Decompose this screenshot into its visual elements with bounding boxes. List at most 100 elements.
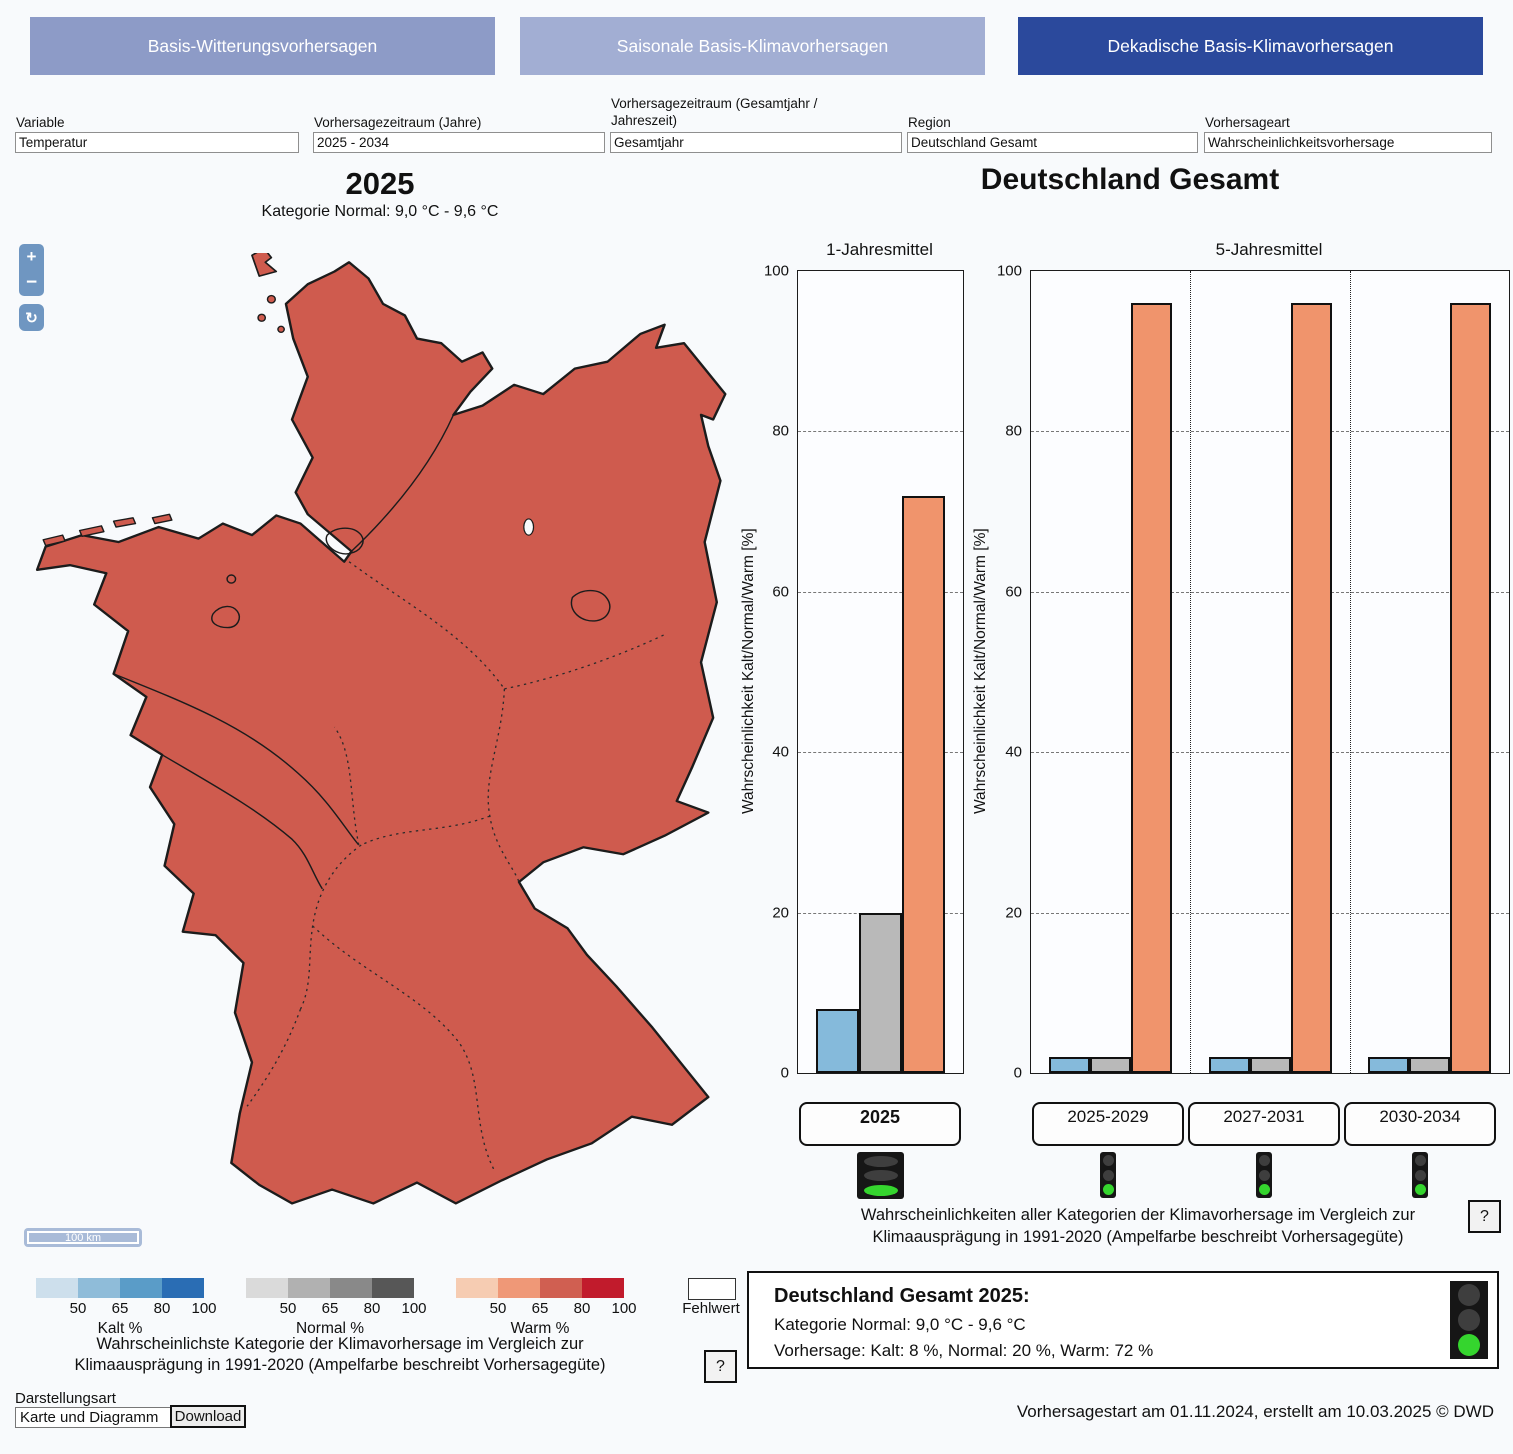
legend-caption: Wahrscheinlichste Kategorie der Klimavor…	[55, 1334, 625, 1377]
traffic-lamp-red-off	[1258, 1155, 1270, 1167]
missing-value-label: Fehlwert	[682, 1300, 740, 1317]
traffic-lamp-green-on	[1414, 1183, 1426, 1195]
gridline	[1031, 752, 1509, 754]
y-axis-label-5-jahresmittel: Wahrscheinlichkeit Kalt/Normal/Warm [%]	[972, 528, 989, 814]
map-normal-category-subtitle: Kategorie Normal: 9,0 °C - 9,6 °C	[261, 203, 499, 220]
filter-region[interactable]: Deutschland Gesamt	[907, 132, 1198, 153]
traffic-lamp-yellow-off	[863, 1170, 898, 1181]
gridline	[798, 591, 963, 593]
tab-saisonale-basis-klimavorhersagen[interactable]: Saisonale Basis-Klimavorhersagen	[520, 17, 985, 75]
bar-warm	[1131, 303, 1173, 1073]
info-box-forecast: Vorhersage: Kalt: 8 %, Normal: 20 %, War…	[774, 1341, 1154, 1360]
filter-vorhersageart[interactable]: Wahrscheinlichkeitsvorhersage	[1204, 132, 1492, 153]
traffic-light-2025-2029	[1100, 1152, 1116, 1198]
filter-vorhersagezeitraum-jahre[interactable]: 2025 - 2034	[313, 132, 605, 153]
download-button[interactable]: Download	[170, 1405, 246, 1428]
traffic-light-info-box	[1450, 1281, 1488, 1359]
bar-kalt	[1208, 1056, 1250, 1073]
period-button-2030-2034[interactable]: 2030-2034	[1344, 1102, 1496, 1146]
legend-ticks-warm: 50 65 80 100	[456, 1300, 637, 1317]
bar-normal	[1408, 1056, 1450, 1073]
germany-map[interactable]	[25, 247, 735, 1230]
tab-basis-witterungsvorhersagen[interactable]: Basis-Witterungsvorhersagen	[30, 17, 495, 75]
filter-label-vorhersagezeitraum-jahre: Vorhersagezeitraum (Jahre)	[314, 115, 482, 130]
bar-kalt	[1049, 1056, 1091, 1073]
chart-1-jahresmittel-plot: 0 20 40 60 80 100	[764, 263, 964, 1082]
chart-title-5-jahresmittel: 5-Jahresmittel	[1215, 240, 1323, 259]
traffic-lamp-red-off	[1102, 1155, 1114, 1167]
legend-tick-label: 100	[611, 1300, 637, 1317]
legend-color-swatch	[162, 1278, 204, 1298]
legend-color-swatch	[120, 1278, 162, 1298]
gridline	[1031, 912, 1509, 914]
traffic-lamp-yellow-off	[1414, 1169, 1426, 1181]
missing-value-swatch	[688, 1278, 736, 1300]
filter-vorhersagezeitraum-jahreszeit[interactable]: Gesamtjahr	[610, 132, 902, 153]
y-axis-tick-label: 40	[772, 743, 789, 761]
y-axis-tick-label: 60	[1005, 583, 1022, 601]
period-button-2027-2031[interactable]: 2027-2031	[1188, 1102, 1340, 1146]
germany-map-svg	[35, 247, 727, 1205]
bar-warm	[1290, 303, 1332, 1073]
legend-ticks-kalt: 50 65 80 100	[36, 1300, 217, 1317]
filter-label-region: Region	[908, 115, 951, 130]
y-axis-tick-label: 80	[1005, 422, 1022, 440]
chart-title-1-jahresmittel: 1-Jahresmittel	[826, 240, 933, 259]
help-button-legend[interactable]: ?	[704, 1350, 737, 1383]
chart-caption-line1: Wahrscheinlichkeiten aller Kategorien de…	[860, 1206, 1416, 1224]
map-scale-bar: 100 km	[24, 1228, 142, 1247]
bar-warm	[902, 495, 945, 1073]
gridline	[1031, 431, 1509, 433]
legend-caption-line1: Wahrscheinlichste Kategorie der Klimavor…	[96, 1335, 584, 1353]
filter-label-variable: Variable	[16, 115, 65, 130]
legend-tick-label: 100	[401, 1300, 427, 1317]
filter-label-vorhersagezeitraum-jahreszeit: Vorhersagezeitraum (Gesamtjahr / Jahresz…	[611, 96, 818, 128]
legend-ramp-warm	[456, 1278, 624, 1298]
display-mode-select[interactable]: Karte und Diagramm	[15, 1407, 173, 1428]
legend-color-swatch	[582, 1278, 624, 1298]
y-axis-label-1-jahresmittel: Wahrscheinlichkeit Kalt/Normal/Warm [%]	[740, 528, 757, 814]
filter-variable[interactable]: Temperatur	[15, 132, 299, 153]
zoom-out-button[interactable]: −	[19, 270, 44, 296]
group-separator	[1349, 271, 1351, 1073]
period-button-2025-2029[interactable]: 2025-2029	[1032, 1102, 1184, 1146]
year-button-2025[interactable]: 2025	[799, 1102, 961, 1146]
y-axis-tick-label: 40	[1005, 743, 1022, 761]
legend-color-swatch	[36, 1278, 78, 1298]
traffic-lamp-green-on	[1102, 1183, 1114, 1195]
reset-view-icon[interactable]: ↻	[19, 304, 44, 331]
info-box-normal-range: Kategorie Normal: 9,0 °C - 9,6 °C	[774, 1315, 1026, 1334]
traffic-lamp-green-on	[863, 1184, 898, 1196]
traffic-lamp-red-off	[1414, 1155, 1426, 1167]
gridline	[1031, 591, 1509, 593]
zoom-in-button[interactable]: +	[19, 244, 44, 271]
gridline	[798, 752, 963, 754]
bar-normal	[1090, 1056, 1132, 1073]
chart-caption-line2: Klimaausprägung in 1991-2020 (Ampelfarbe…	[872, 1227, 1404, 1246]
y-axis-tick-label: 80	[772, 422, 789, 440]
y-axis-tick-label: 20	[772, 904, 789, 922]
traffic-lamp-red-off	[1458, 1284, 1480, 1306]
traffic-lamp-green-on	[1258, 1183, 1270, 1195]
info-box: Deutschland Gesamt 2025: Kategorie Norma…	[747, 1271, 1499, 1369]
legend-tick-label: 50	[69, 1300, 87, 1317]
legend-color-swatch	[372, 1278, 414, 1298]
bar-normal	[859, 912, 902, 1073]
legend-tick-label: 80	[153, 1300, 171, 1317]
legend-color-swatch	[78, 1278, 120, 1298]
y-axis-tick-label: 0	[780, 1064, 789, 1082]
tab-dekadische-basis-klimavorhersagen[interactable]: Dekadische Basis-Klimavorhersagen	[1018, 17, 1483, 75]
legend-color-swatch	[246, 1278, 288, 1298]
legend-color-swatch	[456, 1278, 498, 1298]
legend-color-swatch	[330, 1278, 372, 1298]
y-axis-tick-label: 0	[1013, 1064, 1022, 1082]
region-title: Deutschland Gesamt	[980, 163, 1280, 196]
traffic-lamp-yellow-off	[1258, 1169, 1270, 1181]
y-axis-tick-label: 100	[763, 262, 789, 280]
bar-warm	[1449, 303, 1491, 1073]
traffic-light-2030-2034	[1412, 1152, 1428, 1198]
bar-kalt	[1367, 1056, 1409, 1073]
help-button-charts[interactable]: ?	[1468, 1200, 1501, 1233]
legend-color-swatch	[498, 1278, 540, 1298]
chart-caption: Wahrscheinlichkeiten aller Kategorien de…	[805, 1205, 1471, 1249]
